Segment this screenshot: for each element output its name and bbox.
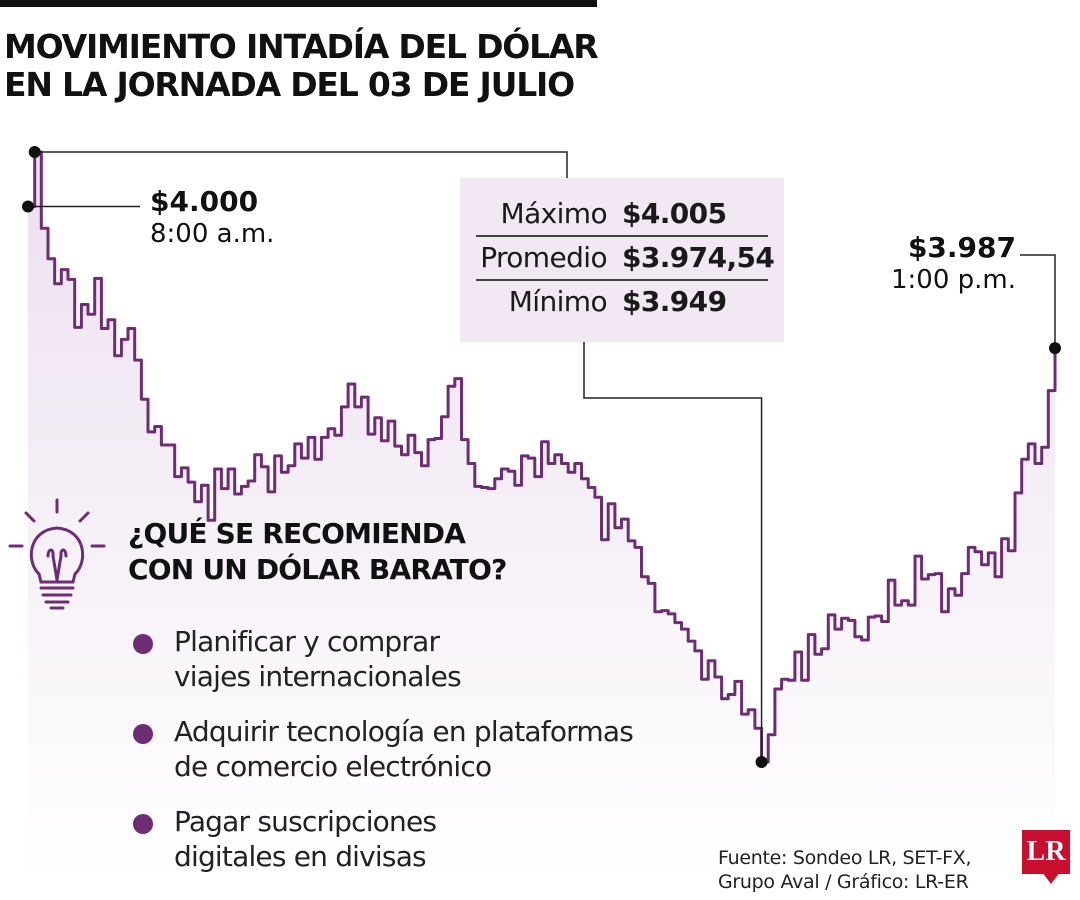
stat-min-value: $3.949 <box>622 285 727 318</box>
stat-average-label: Promedio <box>480 241 607 274</box>
close-value: $3.987 <box>907 231 1016 264</box>
recommendation-text: Pagar suscripciones digitales en divisas <box>174 805 437 873</box>
open-point <box>22 200 34 213</box>
stat-divider <box>476 235 768 237</box>
min-point <box>755 756 768 768</box>
source-line-2: Grupo Aval / Gráfico: LR-ER <box>718 871 969 893</box>
chart-area-fill <box>28 152 1055 880</box>
stat-max-label: Máximo <box>500 197 608 230</box>
stats-box: Máximo $4.005 Promedio $3.974,54 Mínimo … <box>460 178 784 342</box>
close-point <box>1049 342 1061 355</box>
chart-title-line-1: MOVIMIENTO INTADÍA DEL DÓLAR <box>4 27 599 66</box>
recommendation-text: Planificar y comprar viajes internaciona… <box>174 625 462 693</box>
leader-max <box>34 151 568 178</box>
recommendation-item: Pagar suscripciones digitales en divisas <box>130 804 633 874</box>
stat-average: Promedio $3.974,54 <box>460 236 784 280</box>
lightbulb-icon <box>8 498 106 610</box>
close-time: 1:00 p.m. <box>890 265 1016 295</box>
stat-min-label: Mínimo <box>508 285 608 318</box>
stat-divider <box>476 279 768 281</box>
source-line-1: Fuente: Sondeo LR, SET-FX, <box>718 847 972 869</box>
recommendations-list: Planificar y comprar viajes internaciona… <box>130 624 634 894</box>
source-note: Fuente: Sondeo LR, SET-FX, Grupo Aval / … <box>718 846 972 894</box>
bullet-dot <box>133 814 153 834</box>
max-point <box>28 146 41 158</box>
stat-average-value: $3.974,54 <box>622 241 775 274</box>
recommendation-item: Planificar y comprar viajes internaciona… <box>130 624 633 694</box>
bullet-dot <box>133 724 153 744</box>
recommendation-text: Adquirir tecnología en plataformas de co… <box>174 715 634 783</box>
recommendations-title-line-2: CON UN DÓLAR BARATO? <box>128 553 507 586</box>
open-callout: $4.000 8:00 a.m. <box>150 186 274 250</box>
lr-logo: LR <box>1022 830 1070 874</box>
leader-min <box>583 342 763 762</box>
stat-max: Máximo $4.005 <box>460 192 784 236</box>
close-callout: $3.987 1:00 p.m. <box>891 232 1016 296</box>
recommendation-item: Adquirir tecnología en plataformas de co… <box>130 714 634 784</box>
series-line <box>28 150 1057 764</box>
chart-title-line-2: EN LA JORNADA DEL 03 DE JULIO <box>4 65 575 104</box>
chart-title: MOVIMIENTO INTADÍA DEL DÓLAR EN LA JORNA… <box>4 27 599 104</box>
open-time: 8:00 a.m. <box>150 219 275 249</box>
open-value: $4.000 <box>150 185 259 218</box>
leader-close <box>1020 254 1056 349</box>
recommendations-title: ¿QUÉ SE RECOMIENDA CON UN DÓLAR BARATO? <box>128 516 507 588</box>
recommendations-title-line-1: ¿QUÉ SE RECOMIENDA <box>128 517 466 550</box>
bullet-dot <box>133 634 153 654</box>
stat-max-value: $4.005 <box>622 197 727 230</box>
stat-min: Mínimo $3.949 <box>460 280 784 324</box>
lr-logo-tail <box>1042 872 1060 884</box>
top-rule <box>0 0 597 7</box>
